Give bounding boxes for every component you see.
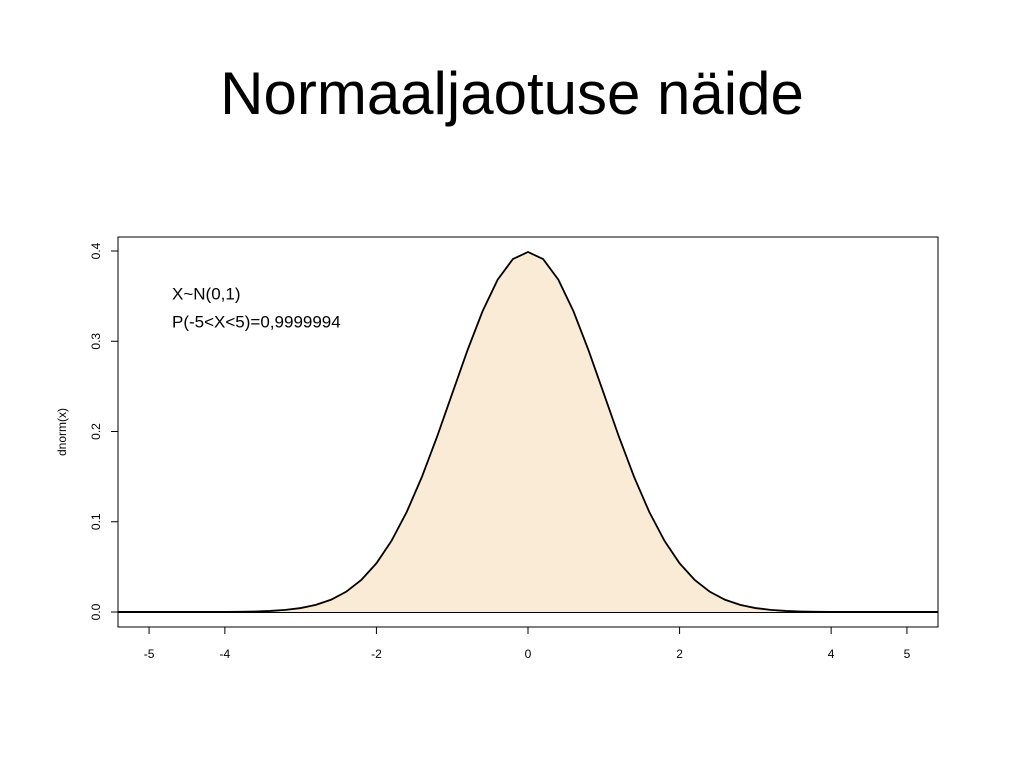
y-tick-label: 0.2	[89, 423, 103, 440]
x-tick-label: 0	[525, 647, 532, 661]
x-tick-label: 4	[828, 647, 835, 661]
chart-title: Normaaljaotuse näide	[220, 60, 804, 127]
x-tick-label: -4	[220, 647, 231, 661]
y-tick-label: 0.4	[89, 242, 103, 259]
y-tick-label: 0.0	[89, 603, 103, 620]
plot-area	[118, 250, 938, 614]
annotation: X~N(0,1)	[172, 284, 241, 303]
area	[118, 251, 938, 613]
y-tick-label: 0.3	[89, 333, 103, 350]
y-axis-label: dnorm(x)	[55, 408, 69, 456]
y-tick-label: 0.1	[89, 513, 103, 530]
x-tick-label: 2	[676, 647, 683, 661]
x-tick-label: 5	[904, 647, 911, 661]
line	[118, 250, 938, 613]
annotation: P(-5<X<5)=0,9999994	[172, 312, 341, 331]
x-tick-label: -5	[144, 647, 155, 661]
x-tick-label: -2	[371, 647, 382, 661]
